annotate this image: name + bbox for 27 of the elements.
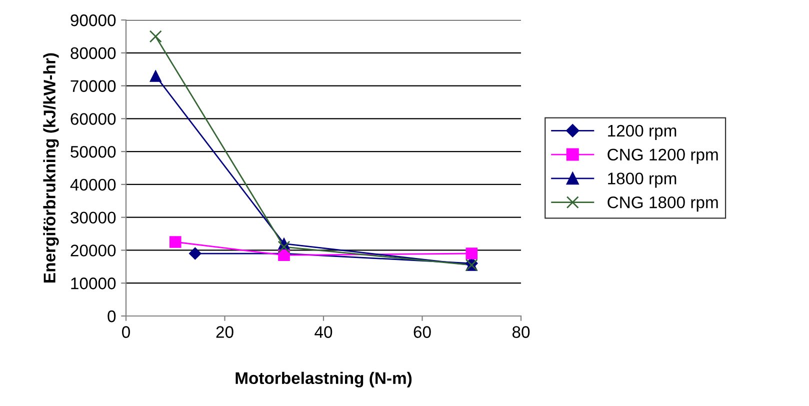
point (169, 236, 182, 248)
legend-label: 1200 rpm (608, 124, 676, 140)
y-tick-label: 50000 (70, 146, 116, 158)
y-tick-label: 10000 (71, 278, 116, 290)
point (150, 70, 162, 82)
x-tick-label: 80 (512, 326, 530, 338)
y-tick-label: 60000 (70, 113, 116, 125)
point (466, 248, 478, 260)
x-tick-label: 0 (122, 326, 130, 338)
x-tick-label: 40 (314, 326, 332, 338)
legend-label: CNG 1200 rpm (608, 148, 718, 164)
legend-label: CNG 1800 rpm (608, 196, 718, 212)
x-tick-label: 60 (414, 326, 431, 338)
y-tick-label: 30000 (70, 212, 116, 224)
point (149, 30, 162, 43)
x-tick-label: 20 (216, 326, 234, 338)
x-axis-title: Motorbelastning (N-m) (236, 372, 412, 388)
y-tick-label: 40000 (70, 178, 116, 191)
y-tick-label: 80000 (70, 47, 116, 60)
y-tick-label: 0 (108, 310, 116, 322)
y-tick-label: 70000 (70, 80, 116, 92)
point (188, 247, 202, 260)
legend-label: 1800 rpm (608, 172, 676, 188)
point (278, 240, 290, 254)
y-tick-label: 90000 (70, 14, 116, 26)
y-tick-label: 20000 (70, 244, 116, 256)
y-axis-title: Energiförbrukning (kJ/kW-hr) (43, 53, 59, 282)
